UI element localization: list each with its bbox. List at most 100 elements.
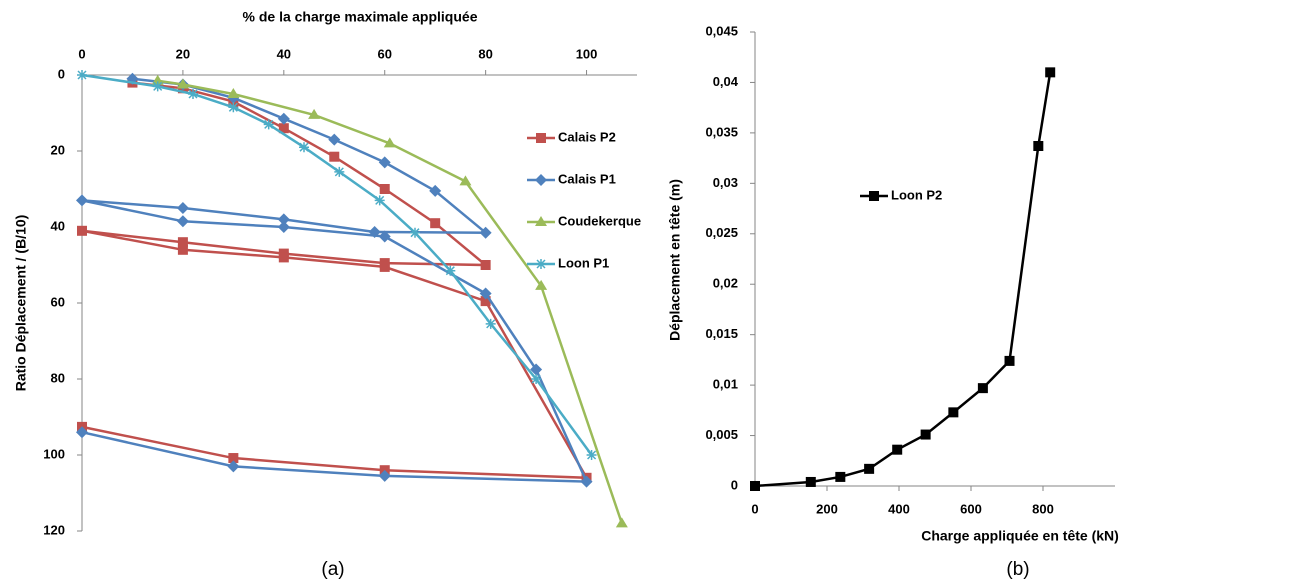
marker <box>445 265 456 276</box>
x-tick-label: 80 <box>478 46 492 61</box>
marker <box>378 469 391 482</box>
y-tick-label: 60 <box>51 294 65 309</box>
marker <box>480 260 491 270</box>
legend-label: Calais P1 <box>558 171 616 186</box>
marker <box>277 112 290 125</box>
marker <box>580 475 593 488</box>
marker <box>176 202 189 214</box>
series-line <box>81 73 593 456</box>
marker <box>480 296 491 307</box>
marker <box>228 453 239 464</box>
marker <box>378 230 391 243</box>
marker <box>177 244 188 255</box>
series-line <box>81 81 589 480</box>
marker <box>383 137 396 148</box>
marker <box>227 460 240 473</box>
x-tick-label: 0 <box>751 501 758 516</box>
x-tick-label: 40 <box>277 46 291 61</box>
x-axis-title: % de la charge maximale appliquée <box>243 9 478 25</box>
y-tick-label: 0 <box>58 66 65 81</box>
marker <box>479 226 492 239</box>
marker <box>299 142 309 153</box>
marker <box>430 218 441 229</box>
marker <box>378 156 391 169</box>
x-axis-title: Charge appliquée en tête (kN) <box>921 528 1119 544</box>
y-axis-title: Ratio Déplacement / (B/10) <box>13 215 29 392</box>
marker <box>536 259 546 269</box>
x-tick-label: 100 <box>576 46 598 61</box>
marker <box>835 471 846 482</box>
y-tick-label: 0,03 <box>713 175 738 190</box>
marker <box>920 429 931 440</box>
marker <box>176 215 189 228</box>
marker <box>410 227 420 238</box>
marker <box>536 133 546 143</box>
x-tick-label: 800 <box>1032 501 1054 516</box>
y-tick-label: 0,005 <box>705 427 738 442</box>
y-tick-label: 0,035 <box>705 124 738 139</box>
marker <box>1045 67 1056 78</box>
y-tick-label: 40 <box>51 218 65 233</box>
marker <box>277 221 290 233</box>
y-tick-label: 120 <box>43 522 65 537</box>
marker <box>530 363 543 376</box>
marker <box>368 225 381 238</box>
marker <box>278 252 289 263</box>
marker <box>176 78 189 89</box>
marker <box>1004 355 1015 366</box>
y-axis-title: Déplacement en tête (m) <box>667 179 683 341</box>
legend-label: Coudekerque <box>558 213 641 228</box>
legend-label: Calais P2 <box>558 129 616 144</box>
marker <box>77 70 87 80</box>
caption: (b) <box>1006 559 1029 580</box>
marker <box>864 463 875 474</box>
marker <box>805 476 816 487</box>
y-tick-label: 80 <box>51 370 65 385</box>
y-tick-label: 0,04 <box>713 74 739 89</box>
marker <box>615 517 628 528</box>
marker <box>429 184 442 197</box>
marker <box>374 195 385 206</box>
marker <box>177 237 188 248</box>
x-tick-label: 600 <box>960 501 982 516</box>
marker <box>277 213 290 226</box>
marker <box>535 174 547 186</box>
marker <box>485 318 496 329</box>
y-tick-label: 0,015 <box>705 326 738 341</box>
marker <box>892 444 903 455</box>
marker <box>278 123 289 134</box>
series-line <box>157 79 624 524</box>
marker <box>1033 141 1044 152</box>
marker <box>977 383 988 394</box>
marker <box>263 119 274 130</box>
marker <box>228 102 239 113</box>
marker <box>76 426 88 439</box>
marker <box>535 279 548 290</box>
marker <box>750 481 760 491</box>
x-tick-label: 20 <box>176 46 190 61</box>
legend-label: Loon P2 <box>891 187 942 202</box>
caption: (a) <box>321 559 344 580</box>
marker <box>869 191 879 201</box>
marker <box>586 450 597 460</box>
marker <box>379 261 390 272</box>
x-tick-label: 200 <box>816 501 838 516</box>
marker <box>334 166 345 177</box>
y-tick-label: 0,025 <box>705 225 738 240</box>
marker <box>379 184 390 194</box>
y-tick-label: 0,045 <box>705 23 738 38</box>
marker <box>152 81 163 92</box>
y-tick-label: 0,02 <box>713 276 738 291</box>
marker <box>328 133 341 146</box>
y-tick-label: 0,01 <box>713 377 738 392</box>
y-tick-label: 0 <box>731 477 738 492</box>
marker <box>479 287 492 300</box>
marker <box>948 407 959 418</box>
marker <box>227 88 240 98</box>
legend-label: Loon P1 <box>558 255 609 270</box>
marker <box>188 89 198 99</box>
y-tick-label: 100 <box>43 446 65 461</box>
marker <box>77 225 87 236</box>
marker <box>531 374 542 384</box>
